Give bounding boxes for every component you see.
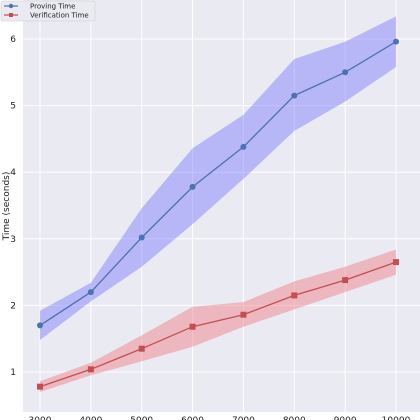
x-tick-label: 9000 xyxy=(334,416,357,420)
legend-box xyxy=(0,0,96,22)
data-point-proving-time xyxy=(87,289,94,296)
legend: Proving Time Verification Time xyxy=(0,0,96,22)
series-lines xyxy=(39,41,397,388)
y-tick-label: 6 xyxy=(10,35,16,45)
x-tick-label: 8000 xyxy=(283,416,306,420)
y-tick-label: 2 xyxy=(10,301,16,311)
x-tick-label: 5000 xyxy=(130,416,153,420)
data-point-proving-time xyxy=(291,92,298,99)
legend-marker-verification-time xyxy=(9,13,13,17)
legend-label-verification-time: Verification Time xyxy=(30,12,89,20)
data-point-proving-time xyxy=(240,143,247,150)
legend-marker-proving-time xyxy=(8,3,14,9)
data-point-proving-time xyxy=(189,183,196,190)
x-tick-label: 6000 xyxy=(181,416,204,420)
x-tick-label: 4000 xyxy=(79,416,102,420)
data-point-verification-time xyxy=(138,345,145,352)
data-point-verification-time xyxy=(240,311,247,318)
x-tick-label: 3000 xyxy=(29,416,52,420)
plot-area xyxy=(23,0,420,412)
y-tick-label: 5 xyxy=(10,102,16,112)
data-point-verification-time xyxy=(291,292,298,299)
tick-labels: 3000 4000 5000 6000 7000 8000 9000 10000 1 2 3 4 5 6 xyxy=(10,35,410,420)
data-point-proving-time xyxy=(37,322,43,329)
data-point-proving-time xyxy=(393,38,399,45)
legend-label-proving-time: Proving Time xyxy=(30,3,75,11)
data-point-verification-time xyxy=(393,259,399,266)
data-point-proving-time xyxy=(342,69,349,76)
confidence-band-proving-time xyxy=(40,16,396,341)
series-points xyxy=(37,38,399,390)
y-tick-label: 1 xyxy=(10,368,16,378)
y-axis-label: Time (seconds) xyxy=(2,172,12,242)
x-tick-label: 10000 xyxy=(382,416,411,420)
data-point-verification-time xyxy=(37,383,43,390)
x-tick-label: 7000 xyxy=(232,416,255,420)
data-point-verification-time xyxy=(342,277,349,284)
data-point-verification-time xyxy=(87,366,94,373)
data-point-verification-time xyxy=(189,323,196,330)
line-proving-time xyxy=(39,41,397,326)
line-verification-time xyxy=(39,261,397,388)
data-point-proving-time xyxy=(138,234,145,241)
y-tick-label: 4 xyxy=(10,168,16,178)
y-tick-label: 3 xyxy=(10,235,16,245)
